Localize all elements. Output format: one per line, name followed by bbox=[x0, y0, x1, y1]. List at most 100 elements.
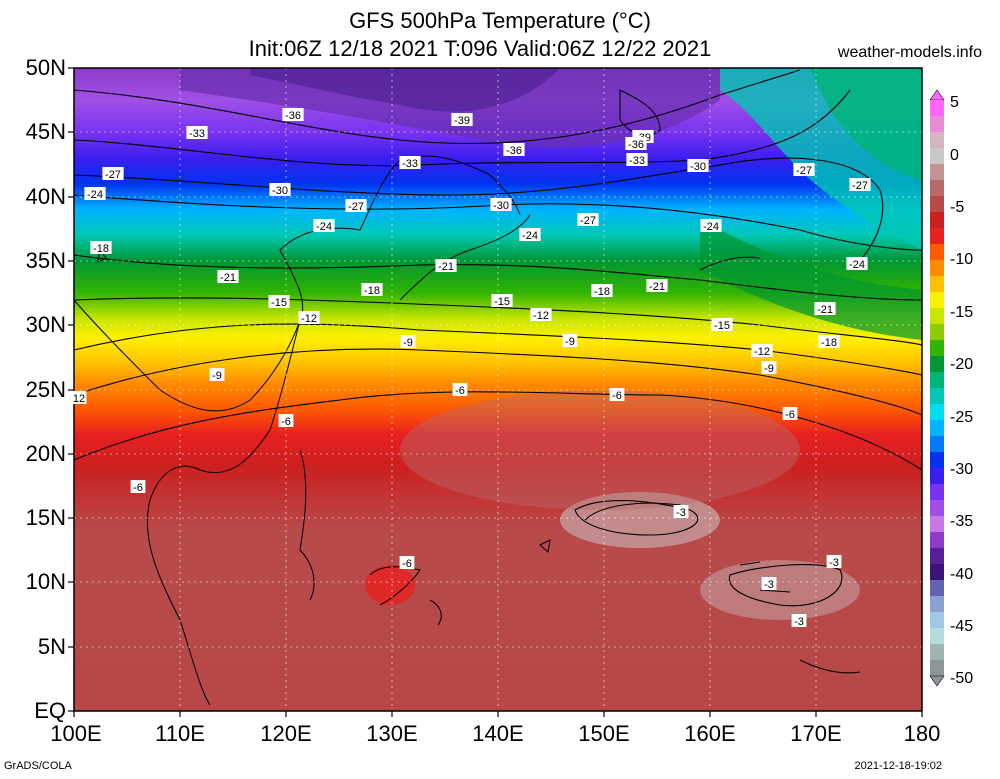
contour-label-bg bbox=[793, 163, 815, 176]
colorbar-tick: 0 bbox=[950, 147, 959, 164]
contour-label: -30 bbox=[690, 161, 706, 173]
colorbar-max-arrow bbox=[929, 89, 945, 101]
contour-label: -39 bbox=[454, 115, 470, 127]
contour-label-bg bbox=[818, 335, 840, 348]
colorbar-swatch bbox=[930, 404, 944, 421]
lon-label: 150E bbox=[578, 721, 630, 746]
contour-label-bg bbox=[130, 480, 146, 493]
contour-label-bg bbox=[519, 228, 541, 241]
contour-label: -24 bbox=[87, 189, 103, 201]
contour-label-bg bbox=[562, 334, 578, 347]
contour-label-bg bbox=[71, 391, 87, 404]
colorbar-tick: -50 bbox=[950, 670, 974, 687]
contour-label: -36 bbox=[285, 110, 301, 122]
lon-label: 100E bbox=[50, 721, 102, 746]
colorbar-tick: -25 bbox=[950, 409, 974, 426]
lon-label: 120E bbox=[260, 721, 312, 746]
contour-label: -27 bbox=[105, 169, 121, 181]
contour-label-bg bbox=[711, 318, 733, 331]
lat-label: 45N bbox=[25, 119, 66, 144]
colorbar-swatch bbox=[930, 388, 944, 405]
contour-label-bg bbox=[503, 143, 525, 156]
colorbar-swatch bbox=[930, 164, 944, 181]
contour-label-bg bbox=[625, 137, 647, 150]
contour-label-bg bbox=[626, 153, 648, 166]
contour-label: -6 bbox=[133, 482, 143, 494]
lat-label: 40N bbox=[25, 184, 66, 209]
contour-label-bg bbox=[313, 219, 335, 232]
colorbar-swatch bbox=[930, 260, 944, 277]
colorbar-swatch bbox=[930, 308, 944, 325]
contour-label-bg bbox=[761, 361, 777, 374]
lat-label: EQ bbox=[34, 698, 66, 723]
contour-label-bg bbox=[268, 295, 290, 308]
contour-label: -15 bbox=[714, 320, 730, 332]
contour-label-bg bbox=[186, 126, 208, 139]
contour-label: -36 bbox=[506, 145, 522, 157]
colorbar-swatch bbox=[930, 500, 944, 517]
contour-label: -3 bbox=[764, 579, 774, 591]
contour-label: -27 bbox=[852, 180, 868, 192]
contour-label-bg bbox=[435, 259, 457, 272]
colorbar-swatch bbox=[930, 468, 944, 485]
contour-label: -9 bbox=[565, 336, 575, 348]
contour-labels: -36-39-39-36-36-33-33-33-30-30-30-27-27-… bbox=[71, 108, 871, 628]
contour-label-bg bbox=[646, 279, 668, 292]
colorbar-swatch bbox=[930, 196, 944, 213]
contour-label: -18 bbox=[821, 337, 837, 349]
contour-label: -27 bbox=[580, 215, 596, 227]
lon-label: 110E bbox=[155, 721, 205, 746]
colorbar-swatch bbox=[930, 644, 944, 661]
contour-label-bg bbox=[609, 388, 625, 401]
contour-label: -3 bbox=[794, 616, 804, 628]
colorbar-swatch bbox=[930, 484, 944, 501]
colorbar-swatch bbox=[930, 292, 944, 309]
lat-label: 5N bbox=[37, 634, 66, 659]
colorbar-tick: -40 bbox=[950, 566, 974, 583]
contour-label: -15 bbox=[271, 297, 287, 309]
lat-label: 30N bbox=[25, 312, 66, 337]
map-subtitle: Init:06Z 12/18 2021 T:096 Valid:06Z 12/2… bbox=[248, 36, 712, 61]
lat-label: 50N bbox=[25, 55, 66, 80]
contour-label: -24 bbox=[703, 221, 719, 233]
colorbar-swatch bbox=[930, 116, 944, 133]
contour-label-bg bbox=[530, 308, 552, 321]
contour-label-bg bbox=[278, 414, 294, 427]
colorbar bbox=[929, 89, 945, 687]
colorbar-swatch bbox=[930, 452, 944, 469]
colorbar-tick: -15 bbox=[950, 304, 974, 321]
colorbar-swatch bbox=[930, 100, 944, 117]
contour-label-bg bbox=[399, 556, 415, 569]
colorbar-tick: -45 bbox=[950, 618, 974, 635]
lat-label: 20N bbox=[25, 441, 66, 466]
colorbar-swatch bbox=[930, 660, 944, 677]
contour-label-bg bbox=[791, 614, 807, 627]
colorbar-swatch bbox=[930, 580, 944, 597]
contour-label-bg bbox=[361, 283, 383, 296]
contour-label: -21 bbox=[220, 272, 236, 284]
contour-label-bg bbox=[577, 213, 599, 226]
colorbar-swatch bbox=[930, 628, 944, 645]
contour-label: -12 bbox=[533, 310, 549, 322]
contour-label: -6 bbox=[402, 558, 412, 570]
contour-label-bg bbox=[298, 311, 320, 324]
colorbar-tick: -30 bbox=[950, 461, 974, 478]
colorbar-swatch bbox=[930, 212, 944, 229]
contour-label: -18 bbox=[364, 285, 380, 297]
contour-label: -15 bbox=[494, 296, 510, 308]
colorbar-swatch bbox=[930, 548, 944, 565]
contour-label: -30 bbox=[272, 185, 288, 197]
lat-label: 25N bbox=[25, 377, 66, 402]
isotherm-lines bbox=[73, 69, 923, 607]
contour-label: -30 bbox=[493, 200, 509, 212]
contour-label-bg bbox=[814, 302, 836, 315]
colorbar-swatch bbox=[930, 324, 944, 341]
contour-label-bg bbox=[209, 368, 225, 381]
contour-label-bg bbox=[591, 284, 613, 297]
colorbar-swatch bbox=[930, 372, 944, 389]
colorbar-swatch bbox=[930, 148, 944, 165]
contour-label-bg bbox=[399, 156, 421, 169]
map-title: GFS 500hPa Temperature (°C) bbox=[349, 8, 651, 33]
contour-label-bg bbox=[84, 187, 106, 200]
